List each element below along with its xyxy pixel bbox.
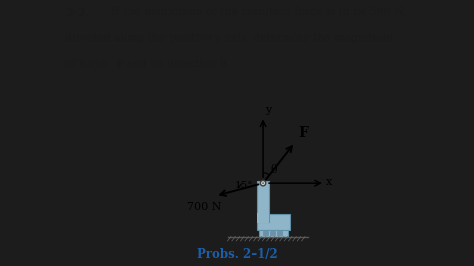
Text: If the magnitude of the resultant force is to be 500 N,: If the magnitude of the resultant force … [111,7,406,17]
Text: and its direction θ.: and its direction θ. [123,59,229,69]
Bar [263,231,268,235]
Circle shape [262,182,264,184]
Text: 2–2.: 2–2. [65,7,90,18]
Text: y: y [265,105,271,115]
Circle shape [260,180,266,186]
Text: directed along the positive y axis, determine the magnitude: directed along the positive y axis, dete… [65,33,393,43]
Text: of force: of force [65,59,111,69]
Polygon shape [257,213,269,223]
Bar [277,231,282,235]
Polygon shape [257,181,269,214]
Text: F: F [299,126,309,140]
Text: 15°: 15° [235,181,253,190]
Text: θ: θ [271,165,277,175]
Text: x: x [326,177,333,187]
Polygon shape [259,230,288,236]
Text: 700 N: 700 N [187,202,222,212]
Bar [270,231,275,235]
Text: F: F [116,59,124,70]
Text: Probs. 2–1/2: Probs. 2–1/2 [197,248,277,261]
Polygon shape [257,214,290,230]
